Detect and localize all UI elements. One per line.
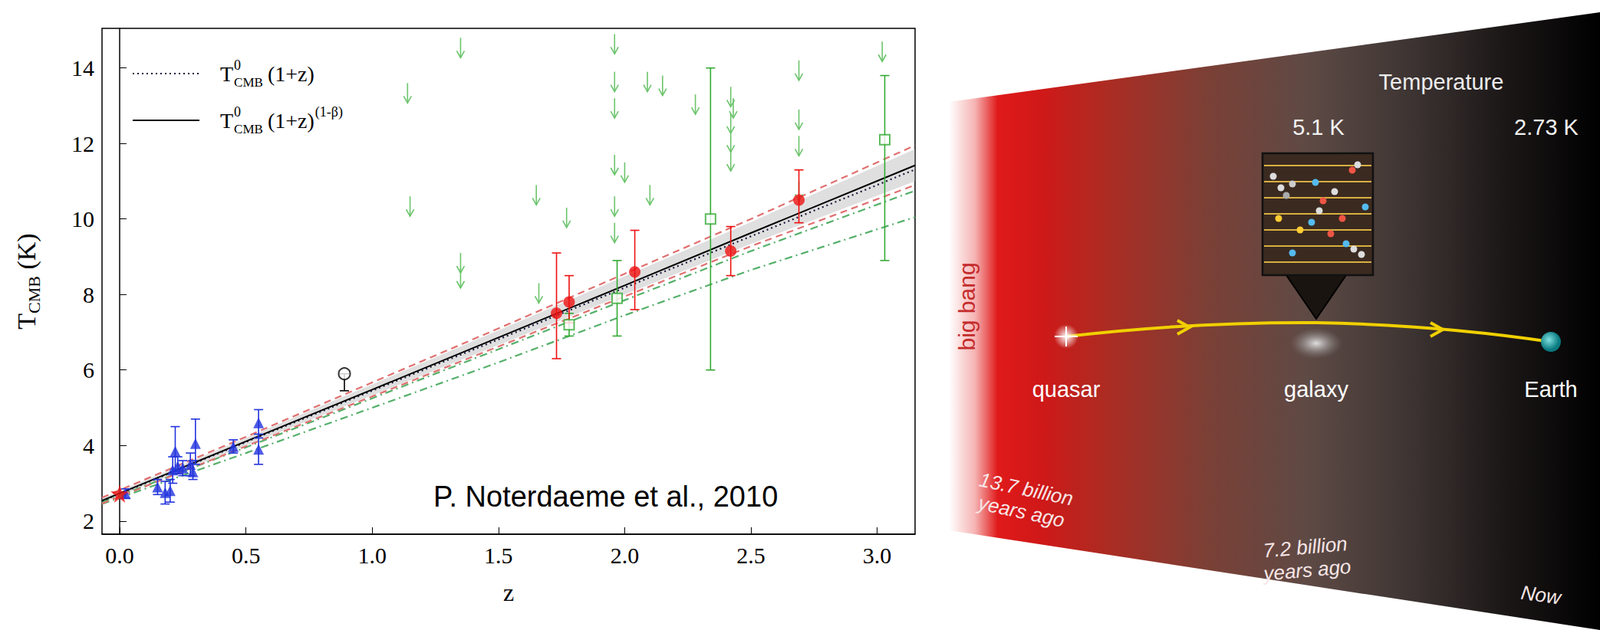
svg-text:1.5: 1.5: [483, 543, 514, 569]
svg-text:0.5: 0.5: [231, 543, 261, 569]
svg-text:(K): (K): [12, 233, 42, 277]
svg-text:(1+z): (1+z): [267, 62, 315, 86]
svg-text:CMB: CMB: [24, 276, 44, 314]
svg-text:T: T: [12, 313, 41, 330]
svg-text:8: 8: [82, 282, 95, 308]
svg-text:7.2 billionyears ago: 7.2 billionyears ago: [1259, 532, 1353, 587]
svg-text:2.5: 2.5: [736, 543, 766, 569]
svg-text:0.0: 0.0: [105, 543, 135, 569]
svg-text:CMB: CMB: [233, 121, 264, 137]
svg-text:6: 6: [82, 357, 95, 383]
svg-text:0: 0: [233, 104, 241, 120]
svg-text:2.0: 2.0: [610, 543, 640, 569]
svg-text:z: z: [503, 579, 514, 607]
svg-text:P. Noterdaeme et al., 2010: P. Noterdaeme et al., 2010: [433, 480, 778, 514]
svg-text:T: T: [220, 108, 234, 133]
svg-text:big bang: big bang: [954, 262, 980, 351]
svg-text:5.1 K: 5.1 K: [1292, 115, 1345, 140]
svg-text:13.7 billionyears ago: 13.7 billionyears ago: [972, 468, 1076, 534]
svg-text:Now: Now: [1519, 581, 1564, 610]
svg-text:galaxy: galaxy: [1283, 377, 1349, 402]
svg-text:1.0: 1.0: [357, 543, 387, 569]
svg-text:quasar: quasar: [1032, 377, 1101, 402]
svg-text:Temperature: Temperature: [1379, 69, 1505, 95]
svg-text:12: 12: [71, 131, 95, 157]
svg-text:0: 0: [233, 57, 241, 73]
svg-text:CMB: CMB: [233, 75, 264, 90]
svg-text:2.73 K: 2.73 K: [1514, 115, 1579, 140]
svg-text:Earth: Earth: [1524, 377, 1577, 402]
svg-text:4: 4: [82, 433, 95, 459]
svg-text:(1+z): (1+z): [267, 108, 315, 133]
svg-text:3.0: 3.0: [862, 543, 893, 569]
svg-text:(1-β): (1-β): [315, 104, 343, 121]
svg-text:10: 10: [71, 206, 95, 232]
svg-text:14: 14: [71, 55, 95, 81]
svg-text:T: T: [220, 62, 234, 86]
svg-text:2: 2: [82, 508, 95, 534]
